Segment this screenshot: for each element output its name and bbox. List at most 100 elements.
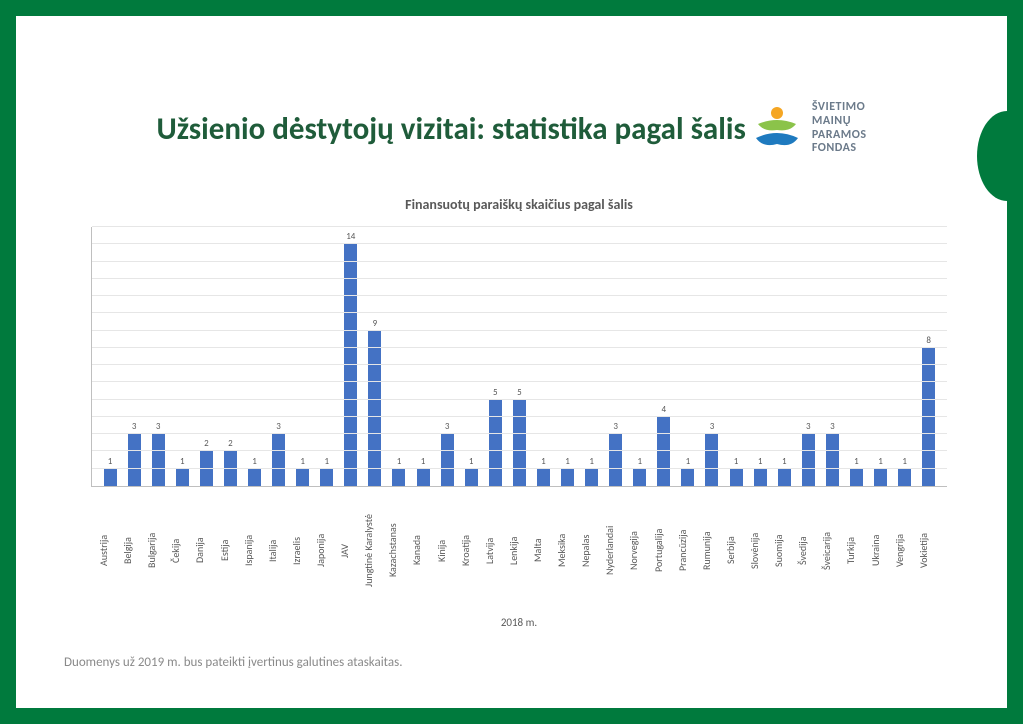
- chart-bar: [826, 434, 839, 486]
- chart-bar-slot: 1: [748, 227, 772, 486]
- chart-x-label: Šveicarija: [820, 493, 844, 608]
- chart-bar-slot: 1: [531, 227, 555, 486]
- chart-bar-value-label: 1: [252, 456, 257, 467]
- chart-x-label: Čekija: [169, 493, 193, 608]
- chart-x-label: Danija: [193, 493, 217, 608]
- chart-bar-slot: 5: [507, 227, 531, 486]
- chart-gridline: [92, 433, 947, 434]
- chart-bar: [874, 469, 887, 486]
- chart-x-label: Nyderlandai: [603, 493, 627, 608]
- chart-bar-value-label: 3: [830, 421, 835, 432]
- chart-x-label: Izraelis: [290, 493, 314, 608]
- chart-gridline: [92, 261, 947, 262]
- chart-bar-slot: 4: [652, 227, 676, 486]
- chart-x-label: Vokietija: [917, 493, 941, 608]
- chart-x-label: Kazachstanas: [386, 493, 410, 608]
- chart-bar: [754, 469, 767, 486]
- chart-bar: [705, 434, 718, 486]
- chart-x-label: JAV: [338, 493, 362, 608]
- chart-bar: [802, 434, 815, 486]
- chart-bar-value-label: 1: [541, 456, 546, 467]
- chart-bar-slot: 1: [387, 227, 411, 486]
- chart-x-label: Italija: [266, 493, 290, 608]
- chart-bar-value-label: 1: [854, 456, 859, 467]
- chart-bar-value-label: 3: [710, 421, 715, 432]
- chart-gridline: [92, 468, 947, 469]
- chart-bar-slot: 1: [242, 227, 266, 486]
- chart-x-label: Kinija: [435, 493, 459, 608]
- footnote-text: Duomenys už 2019 m. bus pateikti įvertin…: [64, 655, 402, 670]
- chart-bar-value-label: 1: [469, 456, 474, 467]
- chart-bar: [248, 469, 261, 486]
- slide-frame: Užsienio dėstytojų vizitai: statistika p…: [0, 0, 1023, 724]
- chart-bar: [850, 469, 863, 486]
- chart-gridline: [92, 226, 947, 227]
- chart-x-label: Malta: [531, 493, 555, 608]
- chart-x-label: Meksika: [555, 493, 579, 608]
- decorative-corner: [977, 111, 1023, 201]
- chart-bar-slot: 1: [724, 227, 748, 486]
- chart-gridline: [92, 364, 947, 365]
- chart-gridline: [92, 295, 947, 296]
- page-title: Užsienio dėstytojų vizitai: statistika p…: [156, 110, 745, 148]
- chart-bar-value-label: 5: [493, 387, 498, 398]
- chart-gridline: [92, 347, 947, 348]
- chart-bar-slot: 14: [339, 227, 363, 486]
- chart-bar-slot: 1: [772, 227, 796, 486]
- chart-x-label: Kanada: [410, 493, 434, 608]
- chart-gridline: [92, 450, 947, 451]
- logo: ŠVIETIMO MAINŲ PARAMOS FONDAS: [750, 101, 867, 156]
- chart-bar-slot: 1: [844, 227, 868, 486]
- chart-bar-value-label: 8: [926, 335, 931, 346]
- chart-bar-slot: 3: [820, 227, 844, 486]
- chart-bar-value-label: 1: [758, 456, 763, 467]
- chart-x-label: Lenkija: [507, 493, 531, 608]
- chart-x-axis-title: 2018 m.: [91, 616, 947, 629]
- chart-bar: [200, 451, 213, 486]
- chart-bar-value-label: 1: [108, 456, 113, 467]
- chart-x-label: Švedija: [796, 493, 820, 608]
- chart-bar: [633, 469, 646, 486]
- chart-bar-value-label: 1: [878, 456, 883, 467]
- chart-bar: [272, 434, 285, 486]
- logo-line-4: FONDAS: [812, 142, 867, 156]
- chart-bar: [561, 469, 574, 486]
- chart-x-label: Austrija: [97, 493, 121, 608]
- chart-container: Finansuotų paraiškų skaičius pagal šalis…: [91, 196, 947, 628]
- chart-bar-value-label: 5: [517, 387, 522, 398]
- chart-gridline: [92, 381, 947, 382]
- chart-bar-slot: 1: [291, 227, 315, 486]
- chart-gridline: [92, 416, 947, 417]
- chart-bar-slot: 3: [267, 227, 291, 486]
- chart-bar-slot: 3: [122, 227, 146, 486]
- logo-line-1: ŠVIETIMO: [812, 101, 867, 115]
- chart-plot-area: 133122131114911315511131413111331118: [91, 227, 947, 487]
- chart-bar-value-label: 3: [276, 421, 281, 432]
- chart-bar-slot: 2: [194, 227, 218, 486]
- chart-bar-value-label: 1: [902, 456, 907, 467]
- chart-x-label: Jungtinė Karalystė: [362, 493, 386, 608]
- chart-bars: 133122131114911315511131413111331118: [98, 227, 941, 486]
- chart-bar-value-label: 14: [346, 231, 355, 242]
- chart-bar-value-label: 1: [734, 456, 739, 467]
- chart-bar-value-label: 1: [637, 456, 642, 467]
- chart-x-label: Ispanija: [242, 493, 266, 608]
- logo-mark-icon: [750, 102, 804, 156]
- chart-bar-slot: 3: [435, 227, 459, 486]
- chart-bar-value-label: 1: [782, 456, 787, 467]
- chart-bar-value-label: 1: [324, 456, 329, 467]
- chart-bar-value-label: 1: [565, 456, 570, 467]
- chart-bar-slot: 5: [483, 227, 507, 486]
- chart-x-label: Vengrija: [893, 493, 917, 608]
- chart-bar-slot: 1: [555, 227, 579, 486]
- chart-x-label: Suomija: [772, 493, 796, 608]
- chart-bar: [489, 400, 502, 486]
- chart-bar-value-label: 4: [662, 404, 667, 415]
- chart-bar-slot: 1: [893, 227, 917, 486]
- chart-bar-slot: 1: [411, 227, 435, 486]
- chart-gridline: [92, 312, 947, 313]
- chart-title: Finansuotų paraiškų skaičius pagal šalis: [91, 196, 947, 213]
- chart-x-label: Turkija: [844, 493, 868, 608]
- chart-x-label: Belgija: [121, 493, 145, 608]
- chart-bar: [465, 469, 478, 486]
